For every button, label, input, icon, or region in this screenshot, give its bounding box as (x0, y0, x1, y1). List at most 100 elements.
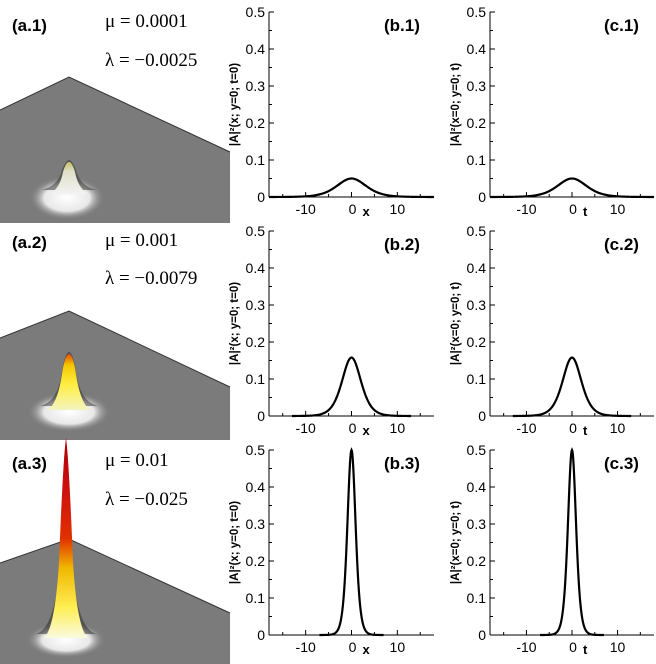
y-axis-label: |A|²(x; y=0; t=0) (229, 282, 241, 365)
row-2-labels: (a.2) μ = 0.001 λ = −0.0079 (12, 230, 197, 289)
x-axis-label: t (583, 642, 588, 657)
x-axis-label: x (363, 642, 371, 657)
row-1-labels: (a.1) μ = 0.0001 λ = −0.0025 (12, 11, 197, 71)
mu-value: μ = 0.01 (105, 450, 169, 471)
y-tick-label: 0.2 (246, 115, 266, 131)
lambda-value: λ = −0.0025 (105, 50, 197, 71)
panel-label: (c.2) (604, 235, 639, 254)
lambda-value: λ = −0.0079 (105, 268, 197, 289)
chart-panels: 0 0.1 0.2 0.3 0.4 0.5 -10 0 10 x |A|²(x; y=0; t=0)… (229, 4, 654, 657)
y-tick-label: 0.5 (246, 4, 266, 20)
lambda-value: λ = −0.025 (105, 489, 188, 510)
panel-label: (b.1) (384, 16, 420, 35)
y-tick-label: 0.1 (246, 152, 266, 168)
y-tick-label: 0 (478, 408, 486, 424)
x-tick-label: 10 (390, 420, 406, 436)
y-tick-label: 0.5 (467, 4, 487, 20)
y-tick-label: 0 (257, 408, 265, 424)
chart-b-3: 0 0.1 0.2 0.3 0.4 0.5 -10 0 10 x |A|²(x; y=0; t=0)… (229, 442, 434, 657)
series-line (540, 447, 604, 637)
y-tick-label: 0.5 (467, 442, 487, 458)
y-tick-label: 0.3 (467, 297, 487, 313)
x-tick-label: 10 (390, 201, 406, 217)
series-line (490, 177, 654, 199)
y-tick-label: 0.3 (467, 516, 487, 532)
y-axis-label: |A|²(x; y=0; t=0) (229, 63, 241, 146)
y-tick-label: 0.2 (246, 334, 266, 350)
x-tick-label: -10 (516, 639, 536, 655)
y-tick-label: 0.5 (246, 442, 266, 458)
y-axis-label: |A|²(x=0; y=0; t) (450, 63, 462, 146)
series-line (291, 356, 412, 418)
y-tick-label: 0.2 (467, 553, 487, 569)
surface-panel-1 (0, 76, 231, 223)
y-tick-label: 0.5 (467, 223, 487, 239)
y-tick-label: 0.3 (467, 78, 487, 94)
chart-b-1: 0 0.1 0.2 0.3 0.4 0.5 -10 0 10 x |A|²(x; y=0; t=0)… (229, 4, 434, 219)
y-tick-label: 0 (478, 189, 486, 205)
chart-b-2: 0 0.1 0.2 0.3 0.4 0.5 -10 0 10 x |A|²(x; y=0; t=0)… (229, 223, 434, 438)
surface-peak (44, 438, 88, 638)
series-line (269, 177, 434, 199)
panel-label: (a.2) (12, 233, 47, 252)
series-line (319, 447, 384, 637)
y-tick-label: 0 (257, 189, 265, 205)
y-tick-label: 0.3 (246, 297, 266, 313)
x-tick-label: 0 (569, 639, 577, 655)
surface-edge (0, 310, 231, 388)
y-tick-label: 0.1 (246, 371, 266, 387)
x-axis-label: t (583, 423, 588, 438)
x-tick-label: -10 (516, 420, 536, 436)
y-tick-label: 0.3 (246, 516, 266, 532)
y-tick-label: 0.5 (246, 223, 266, 239)
x-tick-label: 0 (349, 201, 357, 217)
x-tick-label: 10 (390, 639, 406, 655)
y-tick-label: 0.4 (246, 41, 266, 57)
y-axis-label: |A|²(x=0; y=0; t) (450, 282, 462, 365)
y-tick-label: 0.4 (467, 41, 487, 57)
y-axis-label: |A|²(x; y=0; t=0) (229, 501, 241, 584)
x-tick-label: -10 (296, 639, 316, 655)
x-tick-label: 10 (610, 639, 626, 655)
surface-edge (0, 76, 231, 153)
chart-c-1: 0 0.1 0.2 0.3 0.4 0.5 -10 0 10 t |A|²(x=0; y=0; t)… (450, 4, 654, 219)
x-axis-label: t (583, 204, 588, 219)
surface-peak (50, 162, 88, 194)
x-tick-label: -10 (296, 201, 316, 217)
x-tick-label: 0 (349, 420, 357, 436)
panel-label: (c.3) (604, 454, 639, 473)
series-line (512, 356, 632, 418)
y-tick-label: 0.4 (467, 479, 487, 495)
x-tick-label: -10 (296, 420, 316, 436)
x-tick-label: 0 (349, 639, 357, 655)
y-tick-label: 0.3 (246, 78, 266, 94)
y-tick-label: 0.1 (467, 371, 487, 387)
panel-label: (b.2) (384, 235, 420, 254)
surface-panel-2 (0, 310, 231, 440)
x-tick-label: -10 (516, 201, 536, 217)
row-3-labels: (a.3) μ = 0.01 λ = −0.025 (12, 450, 188, 510)
mu-value: μ = 0.001 (105, 230, 178, 251)
y-tick-label: 0.4 (467, 260, 487, 276)
x-tick-label: 10 (610, 201, 626, 217)
y-tick-label: 0.2 (467, 115, 487, 131)
panel-label: (a.3) (12, 454, 47, 473)
chart-c-2: 0 0.1 0.2 0.3 0.4 0.5 -10 0 10 t |A|²(x=0; y=0; t)… (450, 223, 654, 438)
y-tick-label: 0.1 (246, 590, 266, 606)
y-tick-label: 0.4 (246, 479, 266, 495)
y-tick-label: 0.1 (467, 152, 487, 168)
mu-value: μ = 0.0001 (105, 11, 188, 32)
chart-c-3: 0 0.1 0.2 0.3 0.4 0.5 -10 0 10 t |A|²(x=0; y=0; t)… (450, 442, 654, 657)
x-tick-label: 0 (569, 420, 577, 436)
panel-label: (b.3) (384, 454, 420, 473)
y-tick-label: 0 (478, 627, 486, 643)
panel-label: (a.1) (12, 16, 47, 35)
y-tick-label: 0.4 (246, 260, 266, 276)
surface-peak (48, 354, 90, 410)
x-axis-label: x (363, 204, 371, 219)
y-axis-label: |A|²(x=0; y=0; t) (450, 501, 462, 584)
y-tick-label: 0.2 (467, 334, 487, 350)
x-tick-label: 10 (610, 420, 626, 436)
y-tick-label: 0.1 (467, 590, 487, 606)
